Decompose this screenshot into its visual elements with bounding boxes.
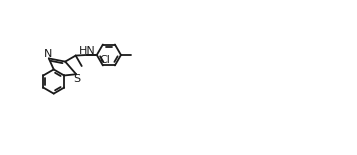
Text: Cl: Cl: [99, 55, 110, 65]
Text: N: N: [44, 49, 52, 59]
Text: S: S: [74, 74, 81, 84]
Text: HN: HN: [79, 46, 96, 56]
